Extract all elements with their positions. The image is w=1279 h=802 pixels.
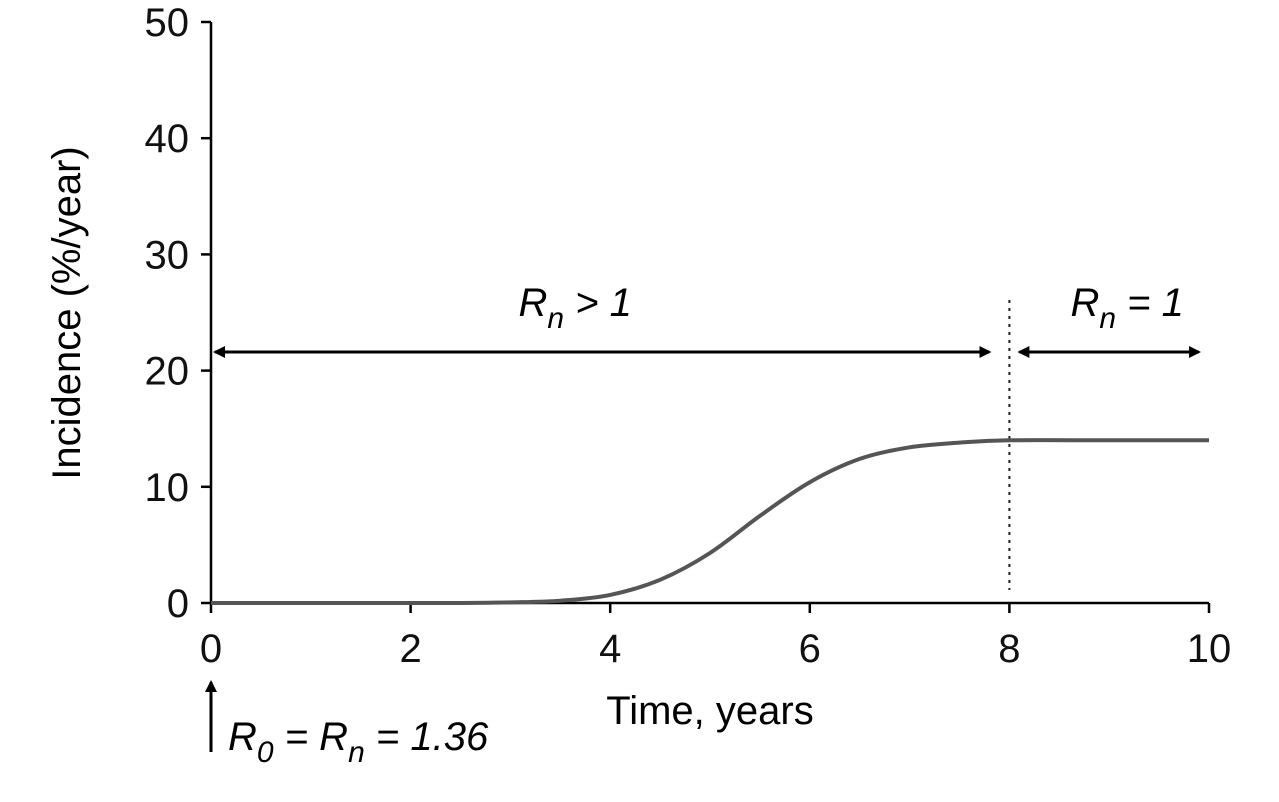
y-tick-label: 30	[145, 233, 190, 277]
y-tick-label: 10	[145, 466, 190, 510]
y-tick-label: 0	[167, 582, 189, 626]
x-tick-label: 6	[799, 627, 821, 671]
y-tick-label: 40	[145, 117, 190, 161]
label-phase-growing: Rn > 1	[519, 281, 632, 335]
x-tick-label: 2	[399, 627, 421, 671]
x-tick-label: 8	[998, 627, 1020, 671]
label-start-reproduction-number: R0 = Rn = 1.36	[228, 715, 489, 769]
x-tick-label: 10	[1187, 627, 1232, 671]
x-axis-ticks: 0 2 4 6 8 10	[200, 603, 1231, 671]
y-axis-title: Incidence (%/year)	[45, 146, 89, 479]
x-axis-title: Time, years	[606, 689, 813, 733]
incidence-series-line	[211, 438, 1209, 606]
x-tick-label: 4	[599, 627, 621, 671]
x-tick-label: 0	[200, 627, 222, 671]
y-tick-label: 50	[145, 1, 190, 45]
y-axis-ticks: 0 10 20 30 40 50	[145, 1, 211, 626]
y-tick-label: 20	[145, 350, 190, 394]
label-phase-stable: Rn = 1	[1070, 281, 1183, 335]
